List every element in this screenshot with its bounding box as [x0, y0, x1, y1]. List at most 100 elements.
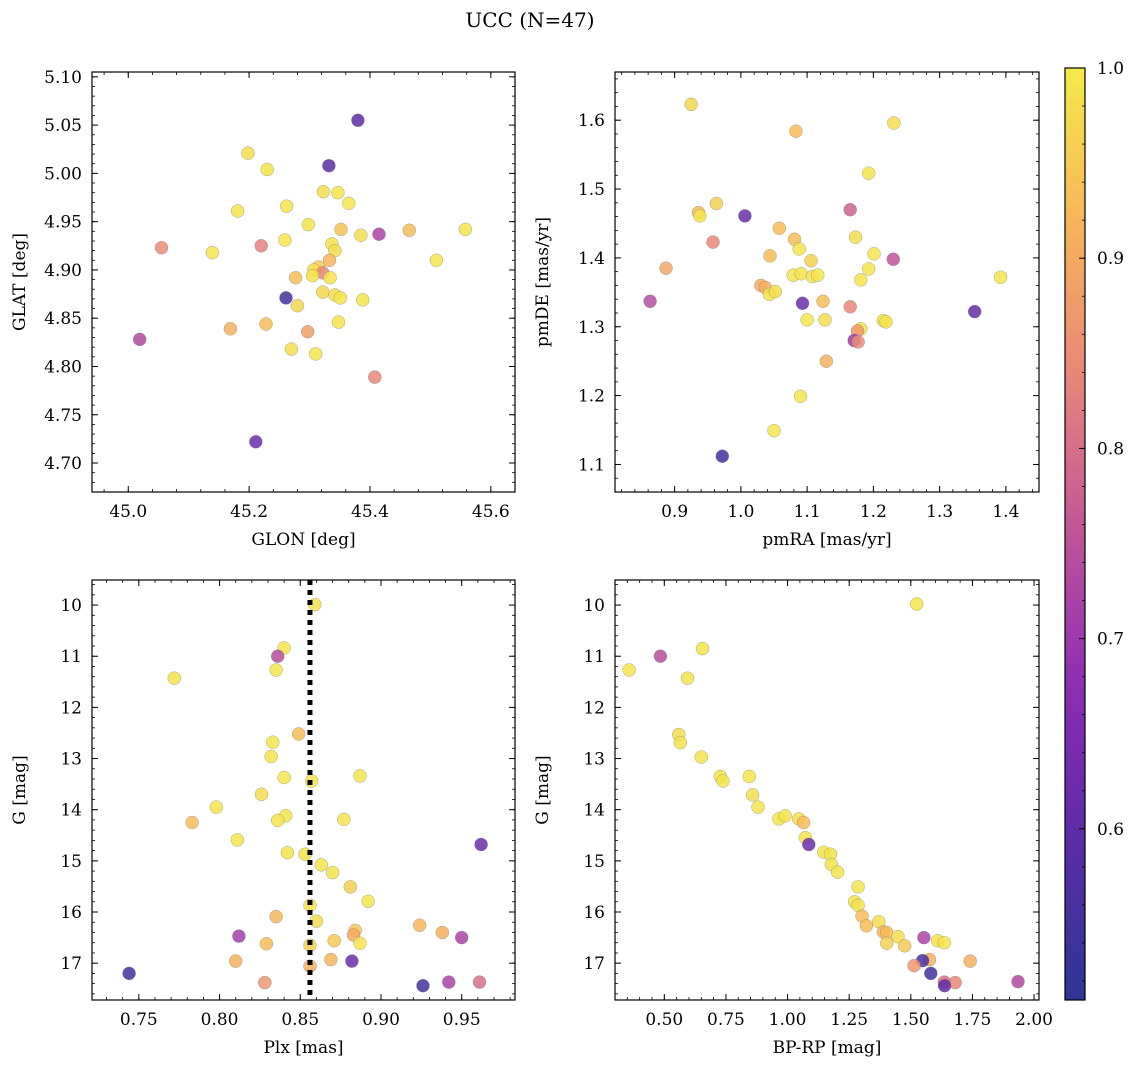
x-tick-label: 1.25 [830, 1010, 868, 1030]
axes-frame [614, 579, 1040, 1001]
y-tick-label: 13 [60, 750, 82, 770]
data-point [458, 222, 473, 237]
colorbar-tick-label: 0.6 [1097, 820, 1124, 840]
data-point [402, 223, 417, 238]
x-tick-label: 1.00 [769, 1010, 807, 1030]
x-tick-label: 45.6 [472, 502, 510, 522]
data-point [772, 221, 787, 236]
data-point [324, 952, 338, 967]
data-point [854, 273, 868, 287]
data-point [254, 239, 268, 253]
data-point [259, 936, 274, 951]
colorbar-tick-label: 0.8 [1097, 439, 1124, 459]
data-point [454, 930, 469, 945]
x-axis-label: Plx [mas] [263, 1038, 343, 1058]
axes-frame [614, 71, 1040, 493]
x-tick-label: 0.50 [645, 1010, 683, 1030]
data-point [848, 230, 863, 244]
data-point [258, 975, 272, 990]
data-point [742, 769, 757, 784]
data-point [851, 880, 865, 894]
data-point [368, 370, 382, 384]
data-point [767, 423, 781, 438]
data-point [804, 253, 818, 268]
y-tick-label: 11 [60, 647, 82, 667]
points-3 [122, 597, 488, 993]
data-point [266, 735, 280, 749]
y-tick-label: 1.6 [578, 111, 605, 131]
colorbar: 0.6 0.7 0.8 0.9 1.0 [1064, 59, 1124, 1001]
y-tick-label: 1.2 [578, 387, 605, 407]
data-point [270, 649, 285, 663]
colorbar-tick-label: 1.0 [1097, 59, 1124, 79]
data-point [819, 354, 834, 368]
data-point [993, 270, 1008, 284]
y-tick-label: 10 [583, 596, 605, 616]
data-point [472, 975, 487, 989]
data-point [693, 209, 707, 223]
data-point [967, 304, 982, 319]
data-point [695, 641, 710, 656]
data-point [818, 313, 832, 327]
x-tick-label: 0.90 [362, 1010, 400, 1030]
y-tick-label: 1.4 [578, 249, 605, 269]
data-point [796, 815, 811, 830]
data-point [337, 812, 351, 827]
y-tick-label: 4.75 [44, 406, 82, 426]
data-point [323, 270, 337, 285]
data-point [684, 97, 698, 112]
data-point [429, 253, 444, 268]
data-point [412, 918, 427, 933]
y-tick-label: 15 [583, 852, 605, 872]
y-axis-label: G [mag] [533, 755, 553, 824]
x-tick-label: 1.1 [794, 502, 821, 522]
x-tick-label: 1.3 [926, 502, 953, 522]
data-point [622, 663, 636, 677]
data-point [416, 978, 430, 993]
data-point [474, 837, 488, 852]
data-point [361, 894, 375, 909]
data-point [778, 809, 792, 823]
y-axis-label: pmDE [mas/yr] [533, 217, 553, 347]
y-tick-label: 5.05 [44, 116, 82, 136]
y-tick-label: 12 [583, 698, 605, 718]
data-point [327, 933, 341, 948]
y-tick-label: 17 [60, 954, 82, 974]
data-point [353, 936, 367, 950]
data-point [264, 749, 278, 764]
data-point [435, 925, 450, 940]
data-point [322, 253, 337, 268]
x-tick-label: 0.75 [707, 1010, 745, 1030]
data-point [810, 268, 825, 282]
data-point [879, 936, 894, 950]
data-point [794, 266, 808, 281]
y-tick-label: 16 [583, 903, 605, 923]
data-point [659, 261, 673, 275]
data-point [284, 342, 299, 356]
y-tick-label: 17 [583, 954, 605, 974]
y-tick-label: 4.95 [44, 213, 82, 233]
y-tick-label: 4.85 [44, 309, 82, 329]
x-tick-label: 0.85 [281, 1010, 319, 1030]
data-point [843, 202, 857, 217]
data-point [887, 116, 901, 130]
data-point [280, 845, 295, 860]
data-point [228, 954, 243, 968]
data-point [745, 788, 760, 802]
data-point [1011, 974, 1025, 989]
y-tick-label: 5.10 [44, 68, 82, 88]
data-point [185, 815, 199, 830]
x-tick-label: 1.75 [954, 1010, 992, 1030]
data-point [789, 124, 803, 138]
y-tick-label: 5.00 [44, 164, 82, 184]
data-point [254, 787, 269, 802]
data-point [715, 449, 730, 463]
y-tick-label: 14 [583, 801, 605, 821]
data-point [886, 252, 901, 267]
data-point [372, 227, 386, 241]
data-point [843, 300, 857, 314]
data-point [288, 270, 303, 285]
points-1 [132, 113, 473, 449]
